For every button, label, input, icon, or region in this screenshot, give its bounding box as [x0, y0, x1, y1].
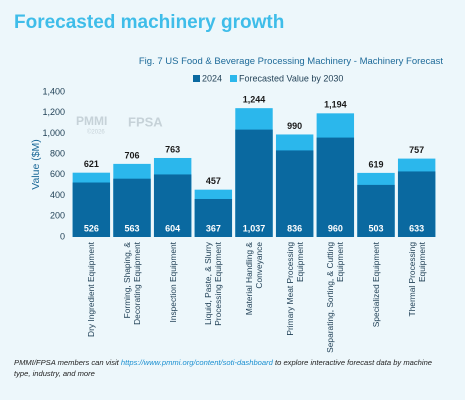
bar — [72, 182, 111, 237]
y-tick-label: 1,000 — [42, 128, 65, 138]
footnote-text: PMMI/FPSA members can visit — [14, 358, 119, 367]
y-tick-label: 1,400 — [42, 86, 65, 96]
value-label: 763 — [165, 144, 180, 154]
bar — [113, 178, 151, 237]
legend-label: Forecasted Value by 2030 — [239, 73, 343, 83]
value-label: 1,037 — [243, 223, 266, 233]
y-tick-label: 400 — [50, 190, 65, 200]
x-tick-label: Inspection Equipment — [167, 242, 178, 323]
value-label: 563 — [124, 223, 139, 233]
legend-swatch — [193, 75, 200, 82]
value-label: 457 — [206, 176, 221, 186]
x-tick-label: Liquid, Paste, & Slurry Processing Equip… — [203, 242, 224, 326]
value-label: 633 — [409, 223, 424, 233]
footnote: PMMI/FPSA members can visit https://www.… — [14, 357, 444, 379]
bar — [275, 150, 314, 237]
watermark: FPSA — [128, 114, 163, 129]
bar — [357, 184, 395, 237]
y-tick-label: 200 — [50, 211, 65, 221]
footnote-link[interactable]: https://www.pmmi.org/content/soti-dashbo… — [120, 358, 273, 367]
x-tick-label: Dry Ingredient Equipment — [86, 242, 97, 337]
value-label: 990 — [287, 121, 302, 131]
y-tick-label: 1,200 — [42, 107, 65, 117]
value-label: 757 — [409, 145, 424, 155]
value-label: 1,244 — [243, 95, 266, 105]
bar — [397, 171, 436, 237]
value-label: 503 — [368, 223, 383, 233]
y-tick-label: 0 — [60, 231, 65, 241]
y-tick-label: 600 — [50, 169, 65, 179]
value-label: 836 — [287, 223, 302, 233]
value-label: 1,194 — [324, 100, 347, 110]
x-tick-label: Thermal Processing Equipment — [406, 242, 427, 317]
footnote-text: to explore interactive forecast data by … — [14, 358, 433, 378]
value-label: 619 — [368, 159, 383, 169]
x-tick-label: Forming, Shaping, & Decorating Equipment — [122, 242, 142, 325]
value-label: 604 — [165, 223, 180, 233]
chart-subtitle: Fig. 7 US Food & Beverage Processing Mac… — [138, 56, 443, 67]
watermark: ©2026 — [87, 129, 105, 136]
legend-swatch — [230, 75, 237, 82]
x-tick-label: Primary Meat Processing Equipment — [284, 242, 305, 336]
legend-label: 2024 — [202, 73, 222, 83]
y-axis-label: Value ($M) — [30, 139, 42, 190]
bar — [194, 198, 233, 237]
value-label: 621 — [84, 159, 99, 169]
value-label: 706 — [124, 150, 139, 160]
value-label: 367 — [206, 223, 221, 233]
value-label: 526 — [84, 223, 99, 233]
watermark: PMMI — [76, 114, 107, 128]
x-tick-label: Separating, Sorting, & Cutting Equipment — [325, 242, 346, 353]
value-label: 960 — [328, 223, 343, 233]
bar — [316, 137, 355, 237]
x-tick-label: Material Handling & Conveyance — [244, 242, 264, 316]
y-tick-label: 800 — [50, 149, 65, 159]
bar — [153, 174, 192, 237]
bar — [235, 129, 273, 237]
x-tick-label: Specialized Equipment — [371, 242, 381, 328]
page-title: Forecasted machinery growth — [14, 12, 285, 33]
